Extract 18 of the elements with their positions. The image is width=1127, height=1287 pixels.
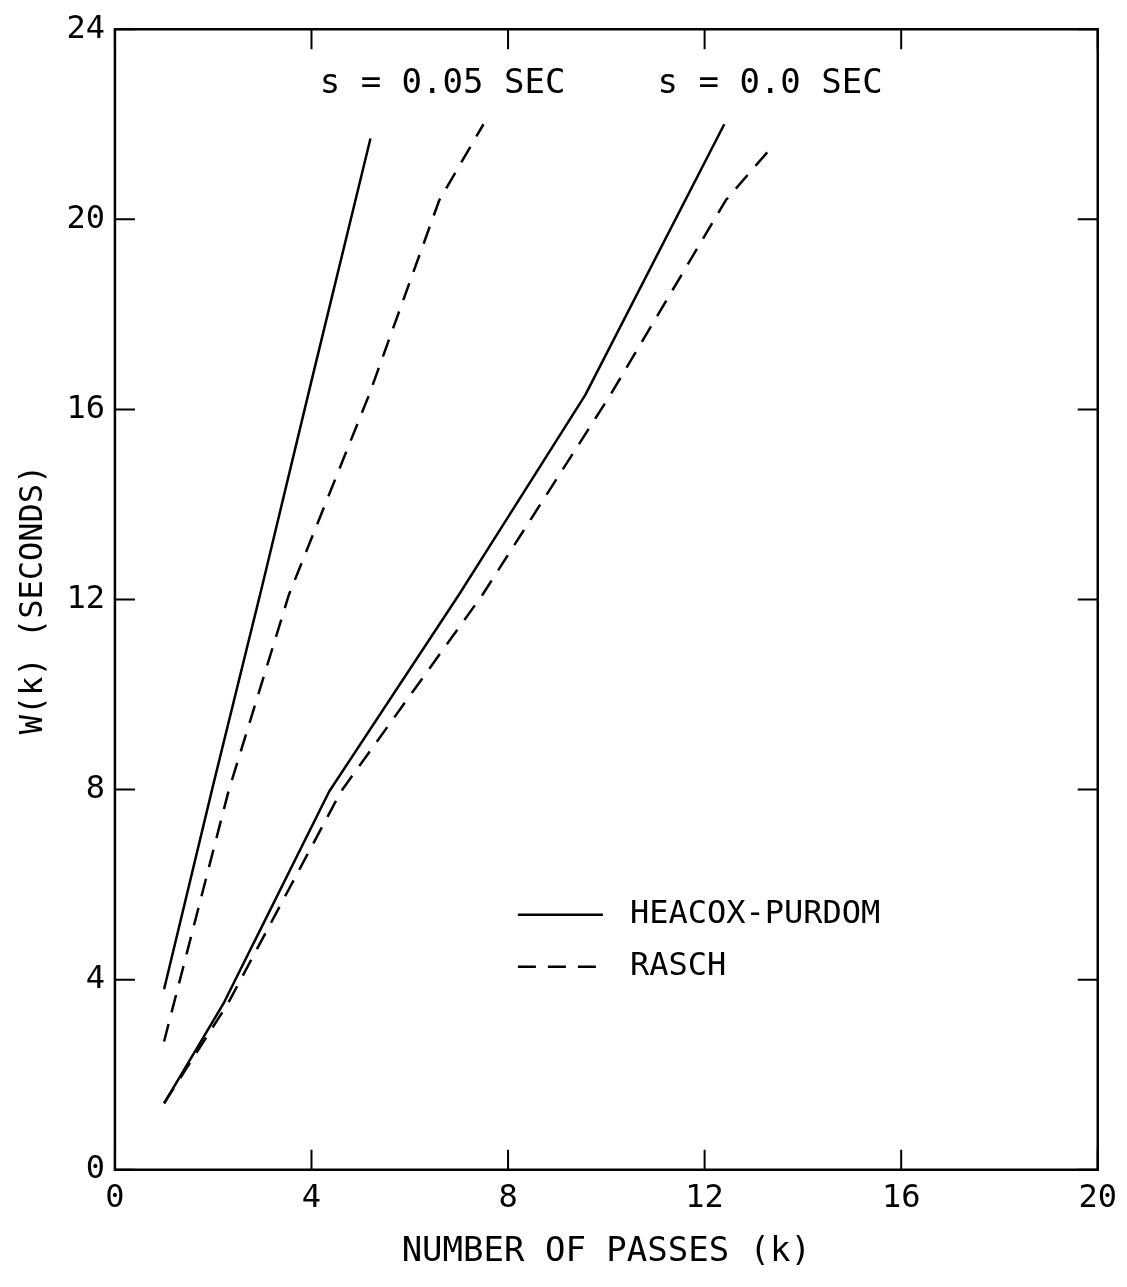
x-tick-label: 8: [498, 1177, 518, 1216]
y-tick-label: 24: [66, 7, 105, 46]
annotation: s = 0.05 SEC: [319, 61, 566, 102]
x-tick-label: 4: [301, 1177, 322, 1216]
annotation: s = 0.0 SEC: [657, 61, 883, 102]
x-tick-label: 12: [685, 1177, 724, 1216]
y-tick-label: 12: [66, 577, 105, 616]
x-tick-label: 16: [881, 1177, 921, 1216]
y-tick-label: 4: [85, 958, 105, 997]
x-axis-title: NUMBER OF PASSES (k): [401, 1229, 812, 1270]
y-axis-title: W(k) (SECONDS): [11, 464, 50, 735]
legend-label: HEACOX-PURDOM: [629, 893, 881, 932]
x-tick-label: 20: [1078, 1177, 1117, 1216]
y-tick-label: 20: [66, 197, 105, 236]
y-tick-label: 8: [85, 767, 105, 806]
legend-label: RASCH: [629, 945, 727, 984]
y-tick-label: 16: [66, 387, 105, 426]
y-tick-label: 0: [85, 1148, 105, 1187]
